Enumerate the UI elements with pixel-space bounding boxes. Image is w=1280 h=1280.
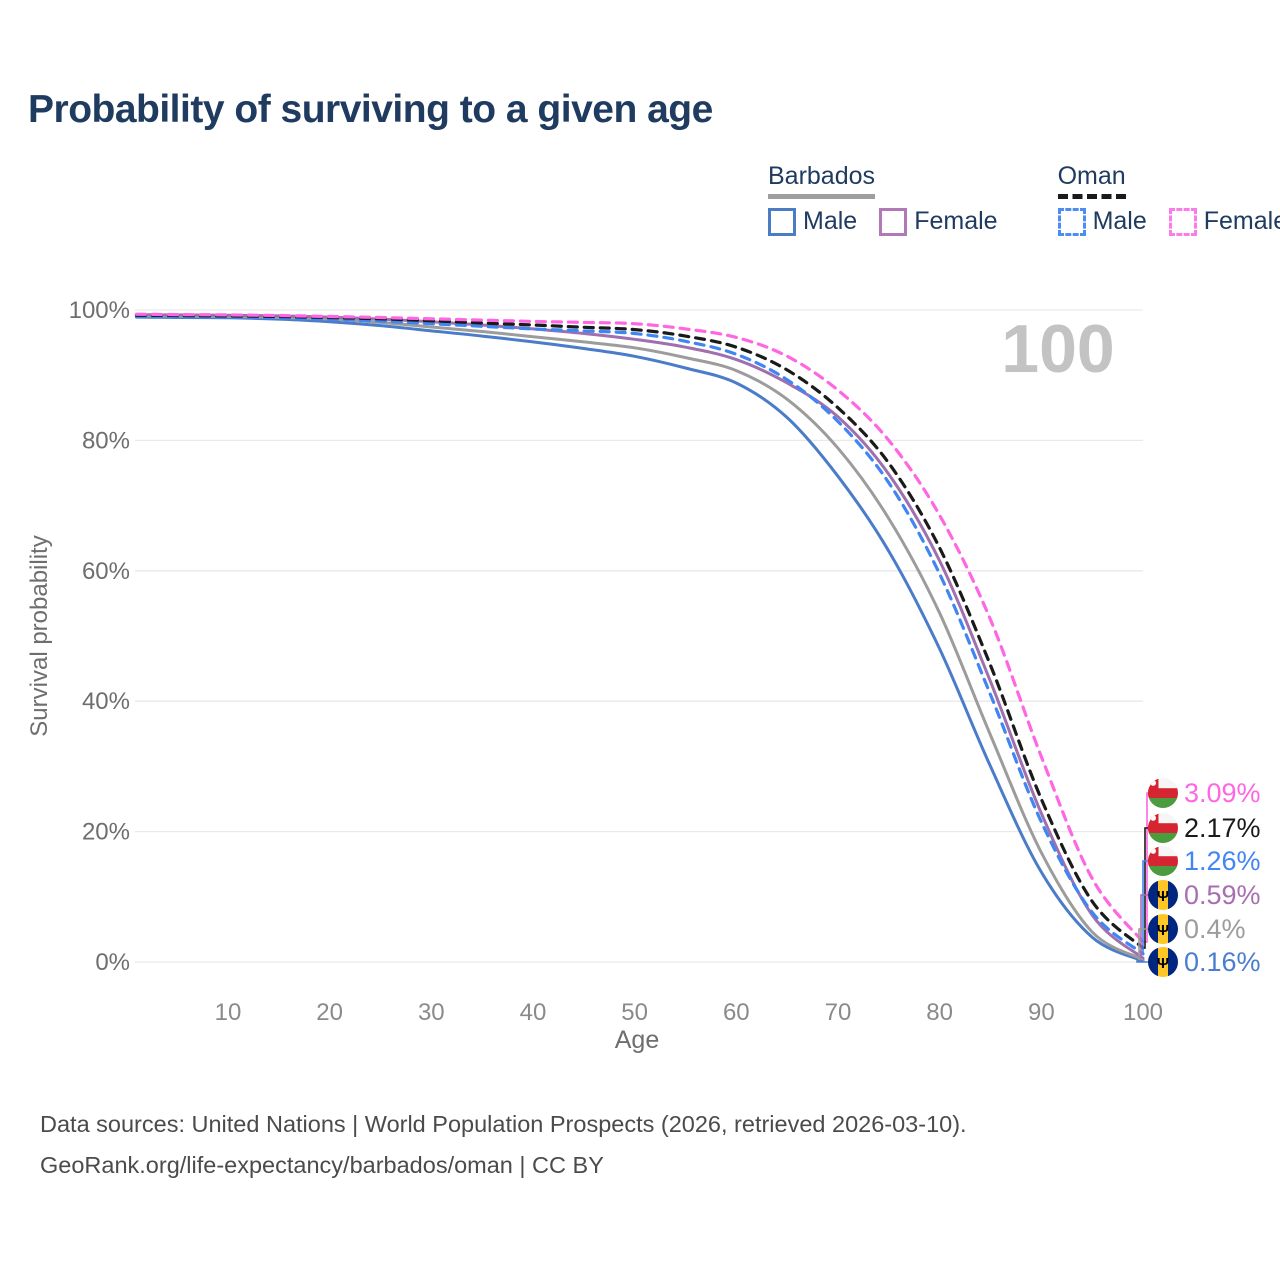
legend: Barbados Male Female Oman Male Female — [768, 162, 1280, 236]
curve-barbados-male — [134, 315, 1145, 963]
y-axis-label: Survival probability — [26, 535, 53, 736]
curve-barbados-female — [134, 313, 1145, 960]
x-axis-label: Age — [615, 1026, 659, 1054]
legend-country-barbados: Barbados — [768, 162, 876, 199]
legend-item-label: Female — [1203, 207, 1280, 235]
y-tick-label: 20% — [82, 819, 130, 846]
legend-item-barbados-male[interactable]: Male — [768, 207, 857, 236]
end-label-connector-barbados-female — [1140, 894, 1150, 959]
footer-sources: Data sources: United Nations | World Pop… — [40, 1111, 967, 1137]
legend-group-oman: Oman Male Female — [1057, 162, 1280, 236]
end-label-connector-oman-male — [1142, 860, 1150, 954]
x-tick-label: 60 — [723, 999, 750, 1026]
footer: Data sources: United Nations | World Pop… — [40, 1104, 967, 1186]
curve-oman-male — [134, 314, 1145, 956]
age-counter: 100 — [1001, 311, 1114, 387]
legend-item-label: Female — [914, 207, 998, 235]
curve-oman-female — [134, 312, 1145, 944]
x-tick-label: 100 — [1123, 999, 1163, 1026]
legend-items-barbados: Male Female — [768, 207, 998, 236]
x-tick-label: 70 — [825, 999, 852, 1026]
curve-barbados-all — [134, 314, 1145, 961]
legend-country-oman: Oman — [1057, 162, 1126, 199]
x-tick-label: 10 — [215, 999, 242, 1026]
curve-oman-all — [134, 313, 1145, 950]
y-tick-label: 80% — [82, 427, 130, 454]
x-tick-label: 80 — [926, 999, 953, 1026]
end-label-connector-barbados-male — [1136, 960, 1150, 963]
legend-item-barbados-female[interactable]: Female — [879, 207, 998, 236]
legend-item-label: Male — [1092, 207, 1147, 235]
legend-group-barbados: Barbados Male Female — [768, 162, 998, 236]
legend-item-label: Male — [803, 207, 858, 235]
x-tick-label: 20 — [316, 999, 343, 1026]
legend-item-oman-male[interactable]: Male — [1057, 207, 1147, 236]
barbados-male-swatch-icon — [768, 207, 796, 236]
x-tick-label: 50 — [621, 999, 648, 1026]
page-title: Probability of surviving to a given age — [28, 88, 713, 131]
y-tick-label: 100% — [69, 297, 130, 324]
oman-male-swatch-icon — [1057, 207, 1086, 236]
footer-url: GeoRank.org/life-expectancy/barbados/oma… — [40, 1152, 604, 1178]
y-tick-label: 40% — [82, 688, 130, 715]
y-tick-label: 60% — [82, 558, 130, 585]
barbados-female-swatch-icon — [879, 207, 908, 236]
legend-item-oman-female[interactable]: Female — [1168, 207, 1280, 236]
x-tick-label: 90 — [1028, 999, 1055, 1026]
end-label-connector-oman-all — [1143, 827, 1150, 949]
legend-items-oman: Male Female — [1057, 207, 1280, 236]
x-tick-label: 30 — [418, 999, 445, 1026]
end-label-connector-oman-female — [1143, 792, 1150, 943]
end-label-connector-barbados-all — [1138, 928, 1150, 961]
x-tick-label: 40 — [520, 999, 547, 1026]
y-tick-label: 0% — [95, 949, 130, 976]
oman-female-swatch-icon — [1168, 207, 1197, 236]
